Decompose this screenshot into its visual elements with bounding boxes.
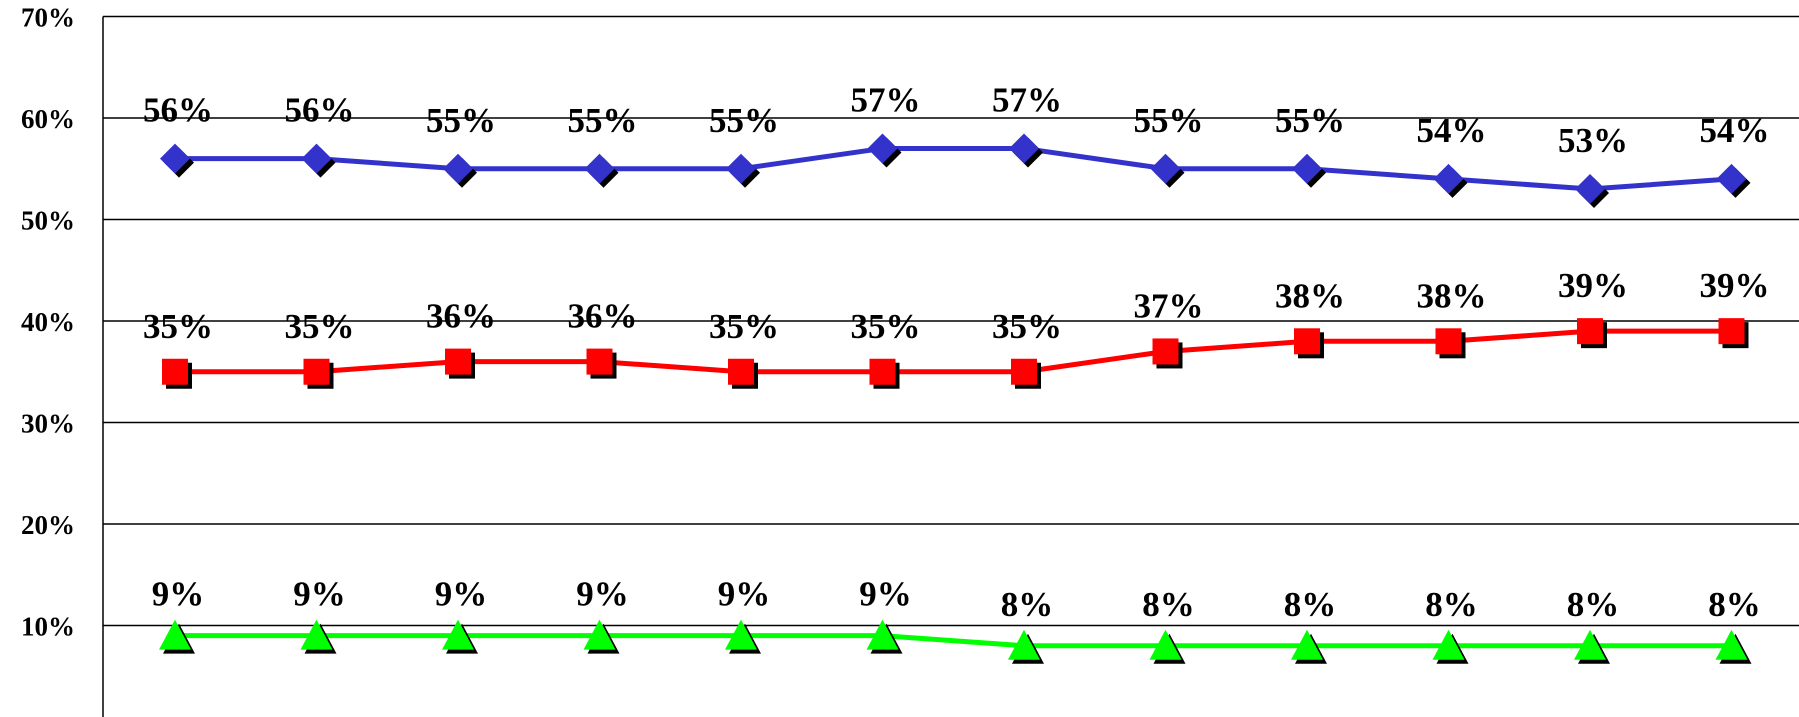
- triangle-marker: [866, 619, 899, 650]
- square-marker: [1577, 318, 1603, 345]
- data-label: 8%: [1001, 585, 1054, 624]
- y-tick-label: 50%: [21, 206, 75, 236]
- square-marker: [1152, 338, 1179, 365]
- data-label: 37%: [1134, 286, 1204, 325]
- y-tick-label: 10%: [21, 612, 75, 642]
- diamond-marker: [1150, 153, 1181, 184]
- data-label: 9%: [435, 575, 488, 614]
- triangle-marker: [1008, 629, 1040, 660]
- diamond-marker: [1575, 174, 1605, 205]
- data-label: 8%: [1142, 585, 1195, 624]
- triangle-marker: [300, 619, 333, 650]
- data-label: 35%: [143, 307, 213, 346]
- y-tick-label: 20%: [21, 510, 75, 540]
- data-label: 9%: [152, 575, 205, 614]
- square-marker: [1011, 358, 1037, 385]
- triangle-marker: [583, 619, 616, 650]
- series-2: [159, 619, 1752, 664]
- triangle-marker: [159, 619, 191, 650]
- data-label: 53%: [1558, 121, 1628, 160]
- diamond-marker: [1009, 133, 1039, 164]
- data-labels-group: 56% 56% 55% 55% 55% 57% 57% 55% 55% 54% 53% 54% 35% 3…: [143, 80, 1770, 623]
- square-marker: [445, 348, 471, 375]
- data-label: 54%: [1700, 111, 1770, 150]
- square-marker: [728, 358, 754, 385]
- square-marker: [1435, 328, 1462, 355]
- y-tick-label: 60%: [21, 104, 75, 134]
- square-marker: [162, 358, 188, 385]
- data-label: 36%: [426, 297, 496, 336]
- series-line: [175, 328, 1732, 375]
- data-label: 55%: [709, 101, 779, 140]
- triangle-marker: [1291, 629, 1323, 660]
- diamond-marker: [1292, 153, 1322, 184]
- data-label: 56%: [143, 91, 213, 130]
- data-label: 9%: [576, 575, 629, 614]
- square-marker: [1294, 328, 1320, 355]
- data-label: 39%: [1700, 266, 1770, 305]
- data-label: 9%: [859, 575, 912, 614]
- triangle-marker: [1574, 629, 1606, 660]
- triangle-marker: [1149, 629, 1182, 660]
- data-label: 55%: [1275, 101, 1345, 140]
- data-label: 55%: [1134, 101, 1204, 140]
- series-line: [175, 633, 1732, 649]
- diamond-marker: [1433, 163, 1464, 194]
- data-label: 9%: [293, 575, 346, 614]
- data-label: 39%: [1558, 266, 1628, 305]
- data-label: 8%: [1708, 585, 1761, 624]
- data-label: 55%: [568, 101, 638, 140]
- diamond-marker: [301, 143, 332, 174]
- triangle-marker: [442, 619, 474, 650]
- data-label: 35%: [709, 307, 779, 346]
- square-marker: [869, 358, 896, 385]
- data-label: 38%: [1417, 276, 1487, 315]
- series-line: [175, 145, 1732, 192]
- data-label: 56%: [285, 91, 355, 130]
- diamond-marker: [1716, 163, 1747, 194]
- triangle-marker: [1715, 629, 1748, 660]
- square-marker: [586, 348, 613, 375]
- square-marker: [303, 358, 330, 385]
- y-tick-label: 40%: [21, 307, 75, 337]
- data-label: 35%: [285, 307, 355, 346]
- y-tick-label: 70%: [21, 3, 75, 33]
- diamond-marker: [443, 153, 473, 184]
- series-1: [162, 318, 1749, 389]
- data-label: 8%: [1567, 585, 1620, 624]
- data-label: 57%: [992, 80, 1062, 119]
- data-label: 9%: [718, 575, 771, 614]
- diamond-marker: [584, 153, 615, 184]
- data-label: 38%: [1275, 276, 1345, 315]
- diamond-marker: [726, 153, 756, 184]
- data-label: 35%: [992, 307, 1062, 346]
- triangle-marker: [1432, 629, 1465, 660]
- series-group: [159, 133, 1752, 664]
- data-label: 35%: [851, 307, 921, 346]
- grid-lines: [103, 15, 1799, 627]
- series-0: [160, 133, 1751, 209]
- triangle-marker: [725, 619, 757, 650]
- diamond-marker: [867, 133, 898, 164]
- data-label: 55%: [426, 101, 496, 140]
- data-label: 36%: [568, 297, 638, 336]
- data-label: 8%: [1284, 585, 1337, 624]
- y-tick-label: 30%: [21, 409, 75, 439]
- data-label: 57%: [851, 80, 921, 119]
- data-label: 54%: [1417, 111, 1487, 150]
- data-label: 8%: [1425, 585, 1478, 624]
- square-marker: [1718, 318, 1745, 345]
- diamond-marker: [160, 143, 190, 174]
- y-axis-tick-labels: 70% 60% 50% 40% 30% 20% 10%: [21, 3, 75, 642]
